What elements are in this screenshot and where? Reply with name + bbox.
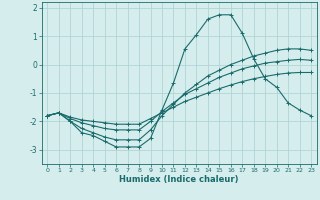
X-axis label: Humidex (Indice chaleur): Humidex (Indice chaleur) bbox=[119, 175, 239, 184]
